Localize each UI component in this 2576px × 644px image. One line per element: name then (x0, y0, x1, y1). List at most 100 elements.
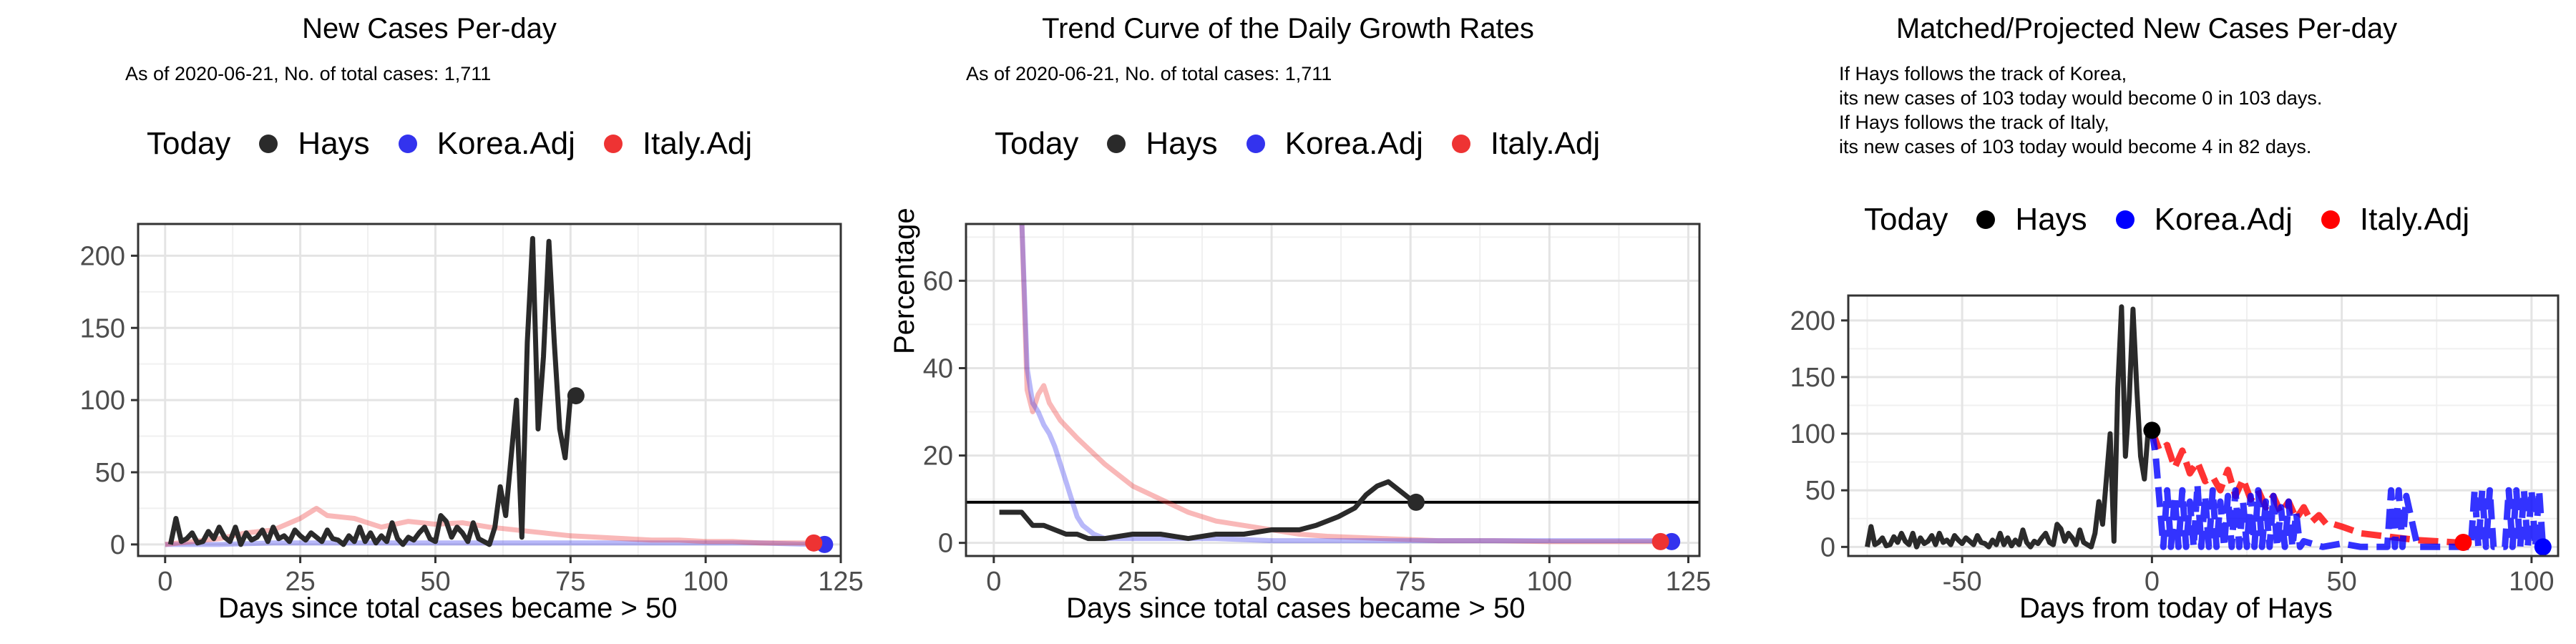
legend-item-hays: Hays (259, 126, 370, 162)
plot-area: -50 0 50 100 0 50 100 150 200 (1790, 294, 2560, 597)
x-tick-label: 100 (1527, 567, 1572, 597)
chart-title: Trend Curve of the Daily Growth Rates (1042, 13, 1534, 44)
legend: Today Hays Korea.Adj Italy.Adj (995, 126, 1600, 162)
y-tick-label: 40 (923, 353, 953, 384)
x-tick-label: 100 (2509, 567, 2554, 597)
y-tick-label: 0 (110, 530, 125, 560)
chart-subtitle: As of 2020-06-21, No. of total cases: 1,… (125, 63, 492, 84)
hays-swatch-icon (1976, 210, 1996, 229)
x-tick-label: 25 (1118, 567, 1148, 597)
today-point-italy-adj (2454, 534, 2472, 552)
legend-title-text: Today (995, 126, 1079, 161)
x-tick-label: 0 (157, 567, 172, 597)
y-tick-label: 50 (1805, 476, 1835, 506)
x-axis-label: Days since total cases became > 50 (218, 592, 678, 624)
today-point-italy-adj (805, 534, 823, 552)
legend-item-italy: Italy.Adj (603, 126, 753, 162)
annotation-line: If Hays follows the track of Italy, (1839, 112, 2109, 133)
x-tick-label: 0 (2145, 567, 2160, 597)
plot-area: 0 25 50 75 100 125 0 50 100 150 200 (80, 223, 864, 597)
legend-label: Italy.Adj (642, 126, 753, 161)
korea-swatch-icon (2115, 210, 2135, 229)
x-tick-label: 125 (818, 567, 863, 597)
legend-item-korea: Korea.Adj (1246, 126, 1423, 162)
y-tick-label: 100 (80, 386, 125, 416)
series-line-hays (1865, 304, 2152, 550)
today-point-italy-adj (1652, 532, 1669, 550)
legend-label: Hays (2015, 202, 2087, 237)
legend-title: Today (995, 126, 1078, 162)
plot-area: 0 25 50 75 100 125 0 20 40 60 (923, 223, 1711, 597)
korea-swatch-icon (398, 135, 417, 153)
y-tick-label: 150 (1790, 363, 1835, 393)
series-line-korea-adj (1019, 224, 1672, 544)
y-tick-label: 0 (938, 529, 953, 559)
x-tick-label: 125 (1666, 567, 1711, 597)
legend: Today Hays Korea.Adj Italy.Adj (147, 126, 752, 162)
legend-label: Hays (298, 126, 370, 161)
x-tick-label: -50 (1943, 567, 1982, 597)
series-line-hays (167, 235, 576, 547)
x-tick-label: 0 (986, 567, 1001, 597)
legend-label: Korea.Adj (436, 126, 575, 161)
legend-label: Korea.Adj (1284, 126, 1423, 161)
legend-title-text: Today (147, 126, 231, 161)
annotation-line: If Hays follows the track of Korea, (1839, 63, 2127, 84)
chart-title: New Cases Per-day (302, 13, 557, 44)
y-tick-label: 50 (95, 458, 125, 488)
annotation-line: its new cases of 103 today would become … (1839, 136, 2312, 157)
y-tick-label: 150 (80, 313, 125, 343)
legend-item-korea: Korea.Adj (2115, 202, 2293, 238)
x-tick-label: 50 (1257, 567, 1287, 597)
series-line-korea-adj (2148, 429, 2547, 550)
legend-label: Italy.Adj (1490, 126, 1601, 161)
today-point-hays (1407, 493, 1425, 511)
y-axis-label: Percentage (889, 208, 920, 354)
y-tick-label: 200 (80, 241, 125, 271)
today-point-hays (2143, 421, 2161, 439)
x-axis-label: Days from today of Hays (2019, 592, 2333, 624)
plot-border (137, 223, 842, 557)
legend-title: Today (1864, 202, 1948, 238)
panel-growth-rates: Trend Curve of the Daily Growth Rates As… (859, 0, 1717, 644)
y-tick-label: 0 (1820, 532, 1835, 562)
series-line-italy-adj (1019, 224, 1661, 545)
x-tick-label: 50 (420, 567, 450, 597)
legend-label: Hays (1146, 126, 1218, 161)
legend-title: Today (147, 126, 230, 162)
legend-title-text: Today (1864, 202, 1948, 237)
legend: Today Hays Korea.Adj Italy.Adj (1864, 202, 2469, 238)
series-line-korea-adj (165, 540, 825, 547)
legend-item-italy: Italy.Adj (2321, 202, 2469, 238)
hays-swatch-icon (259, 135, 278, 153)
legend-label: Italy.Adj (2359, 202, 2470, 237)
annotation-line: its new cases of 103 today would become … (1839, 87, 2323, 109)
legend-item-korea: Korea.Adj (398, 126, 575, 162)
y-tick-label: 200 (1790, 306, 1835, 336)
legend-item-italy: Italy.Adj (1451, 126, 1601, 162)
today-point-hays (567, 387, 585, 405)
series-line-hays (999, 479, 1418, 542)
plot-border (965, 223, 1701, 557)
chart-title: Matched/Projected New Cases Per-day (1896, 13, 2398, 44)
panel-projected: Matched/Projected New Cases Per-day If H… (1717, 0, 2576, 644)
italy-swatch-icon (2321, 210, 2340, 229)
x-tick-label: 25 (285, 567, 315, 597)
x-tick-label: 100 (683, 567, 728, 597)
y-tick-label: 20 (923, 441, 953, 472)
legend-item-hays: Hays (1976, 202, 2087, 238)
panel-new-cases: New Cases Per-day As of 2020-06-21, No. … (0, 0, 864, 644)
y-tick-label: 60 (923, 266, 953, 296)
chart-subtitle: As of 2020-06-21, No. of total cases: 1,… (966, 63, 1332, 84)
today-point-korea-adj (2534, 538, 2552, 556)
x-tick-label: 75 (1395, 567, 1425, 597)
x-tick-label: 50 (2326, 567, 2356, 597)
hays-swatch-icon (1107, 135, 1126, 153)
plot-border (1847, 294, 2560, 557)
korea-swatch-icon (1246, 135, 1265, 153)
legend-item-hays: Hays (1107, 126, 1218, 162)
x-tick-label: 75 (555, 567, 585, 597)
italy-swatch-icon (1451, 135, 1470, 153)
x-axis-label: Days since total cases became > 50 (1066, 592, 1526, 624)
y-tick-label: 100 (1790, 419, 1835, 449)
